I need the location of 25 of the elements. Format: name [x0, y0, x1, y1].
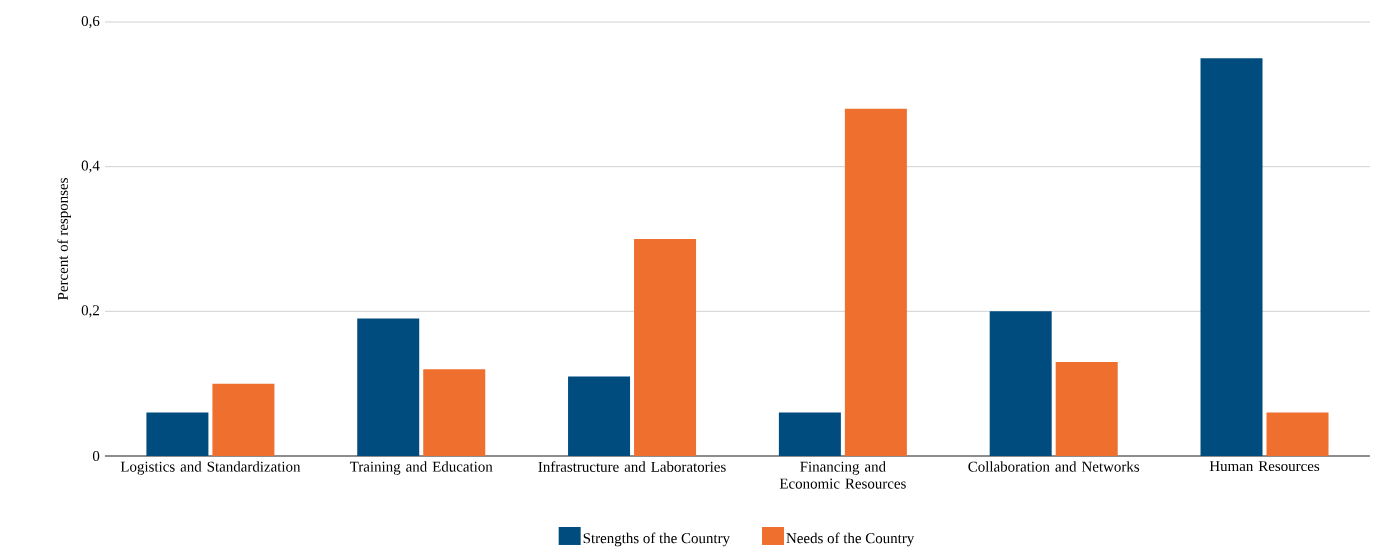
legend-label: Needs of the Country: [786, 532, 915, 547]
y-axis-title: Percent of responses: [57, 178, 71, 300]
bar: [989, 311, 1052, 456]
bar: [778, 412, 841, 456]
x-tick-label: Training and Education: [349, 461, 493, 475]
bar: [1200, 58, 1263, 456]
x-tick-label: Logistics and Standardization: [120, 461, 301, 475]
y-tick-label: 0,2: [81, 305, 99, 318]
y-tick-label: 0,6: [81, 15, 100, 29]
bar: [634, 239, 697, 456]
x-tick-label: Human Resources: [1209, 461, 1320, 472]
bar: [1266, 412, 1329, 456]
bar: [212, 383, 275, 456]
bar: [357, 318, 420, 456]
x-tick-label: Financing and Economic Resources: [779, 461, 906, 489]
y-tick-label: 0: [92, 450, 100, 462]
x-tick-label: Collaboration and Networks: [968, 461, 1140, 472]
legend-label: Strengths of the Country: [583, 532, 730, 547]
bar: [844, 108, 907, 456]
y-tick-label: 0,4: [81, 160, 100, 173]
bar: [568, 376, 631, 456]
bar: [1055, 361, 1118, 456]
bar: [146, 412, 209, 456]
x-tick-label: Infrastructure and Laboratories: [538, 461, 726, 472]
bar: [423, 369, 486, 456]
